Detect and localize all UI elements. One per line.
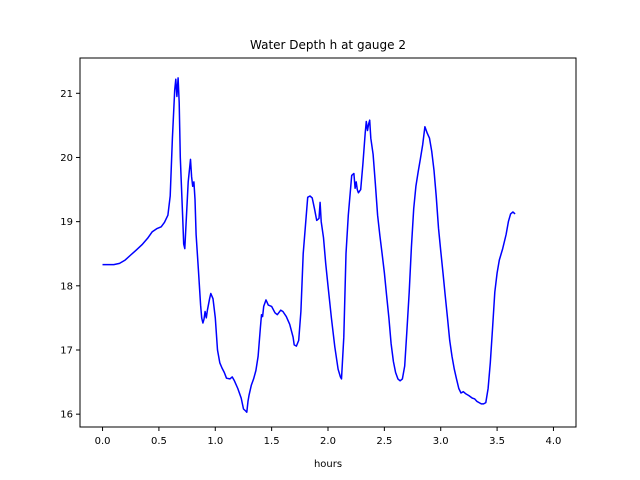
x-axis: 0.0 0.5 1.0 1.5 2.0 2.5 3.0 3.5 4.0	[95, 427, 562, 447]
y-tick-label: 16	[60, 410, 73, 421]
x-axis-label: hours	[314, 459, 342, 470]
x-tick-label: 0.5	[151, 436, 167, 447]
y-tick-label: 20	[60, 153, 73, 164]
x-tick-label: 1.5	[264, 436, 280, 447]
y-tick-label: 19	[60, 217, 73, 228]
x-tick-label: 2.5	[376, 436, 392, 447]
x-tick-label: 0.0	[95, 436, 111, 447]
plot-frame	[79, 57, 577, 428]
y-axis: 16 17 18 19 20 21	[60, 89, 80, 421]
x-tick-label: 1.0	[207, 436, 223, 447]
x-tick-label: 3.0	[433, 436, 449, 447]
water-depth-line	[102, 77, 516, 413]
y-tick-label: 21	[60, 89, 73, 100]
x-tick-label: 2.0	[320, 436, 336, 447]
y-tick-label: 18	[60, 281, 73, 292]
y-tick-label: 17	[60, 345, 73, 356]
chart-title: Water Depth h at gauge 2	[250, 38, 406, 52]
x-tick-label: 4.0	[546, 436, 562, 447]
x-tick-label: 3.5	[489, 436, 505, 447]
